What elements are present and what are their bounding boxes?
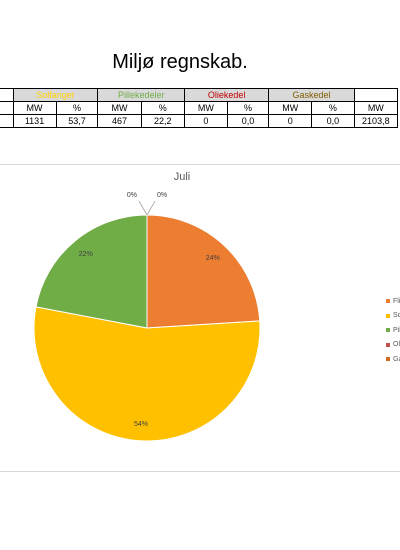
table-value-row: 1131 53,7 467 22,2 0 0,0 0 0,0 2103,8 — [0, 114, 399, 128]
legend-label: Fli — [393, 297, 400, 305]
legend-swatch — [386, 342, 390, 347]
legend-swatch — [386, 357, 390, 362]
table-row-marker — [0, 114, 14, 128]
pie-slice-pillekedeler — [35, 214, 148, 329]
sub-header-cell: MW — [183, 101, 228, 115]
value-cell: 467 — [97, 114, 142, 128]
value-cell: 0,0 — [311, 114, 355, 128]
value-cell: 0 — [183, 114, 228, 128]
legend-label: Ol — [393, 341, 400, 349]
sub-header-cell: MW — [12, 101, 57, 115]
value-cell: 1131 — [12, 114, 57, 128]
group-header-oliekedel: Oliekedel — [183, 88, 270, 102]
page-title: Miljø regnskab. — [112, 51, 248, 73]
pie-chart: 24% 54% 22% 0% 0% — [33, 192, 261, 442]
legend-label: Pil — [393, 326, 400, 334]
chart-title: Juli — [173, 171, 191, 183]
value-cell: 2103,8 — [353, 114, 399, 128]
legend-item-pillekedeler: Pil — [386, 323, 400, 338]
legend-swatch — [386, 299, 390, 304]
pie-slice-solfanger — [33, 306, 261, 442]
legend-item-gaskedel: Ga — [386, 352, 400, 367]
value-cell: 0 — [268, 114, 313, 128]
value-cell: 53,7 — [55, 114, 99, 128]
table-corner-cell — [0, 88, 14, 102]
legend-item-solfanger: So — [386, 309, 400, 324]
group-header-solfanger: Solfanger — [12, 88, 99, 102]
sub-header-cell: % — [55, 101, 99, 115]
legend-item-flis: Fli — [386, 294, 400, 309]
data-label-solfanger: 54% — [134, 421, 148, 428]
chart-area: Juli 24% 54% 22% 0% 0% Fli So Pil Ol Ga — [0, 164, 400, 472]
value-cell: 22,2 — [140, 114, 185, 128]
chart-legend: Fli So Pil Ol Ga — [386, 294, 400, 367]
table-row-marker — [0, 101, 14, 115]
leader-line-oliekedel — [138, 200, 148, 216]
sub-header-cell: % — [311, 101, 355, 115]
leader-line-gaskedel — [146, 200, 156, 216]
group-header-blank — [353, 88, 399, 102]
legend-swatch — [386, 313, 390, 318]
data-label-pillekedeler: 22% — [79, 251, 93, 258]
group-header-pillekedeler: Pillekedeler — [97, 88, 185, 102]
legend-swatch — [386, 328, 390, 333]
legend-label: So — [393, 312, 400, 320]
sub-header-cell: MW — [353, 101, 399, 115]
group-header-gaskedel: Gaskedel — [268, 88, 355, 102]
legend-item-oliekedel: Ol — [386, 338, 400, 353]
sub-header-cell: MW — [268, 101, 313, 115]
sub-header-cell: MW — [97, 101, 142, 115]
pie-slice-flis — [146, 214, 261, 329]
legend-label: Ga — [393, 355, 400, 363]
table-subheader-row: MW % MW % MW % MW % MW — [0, 101, 399, 115]
sub-header-cell: % — [140, 101, 185, 115]
data-label-gaskedel: 0% — [157, 192, 167, 199]
energy-table: Solfanger Pillekedeler Oliekedel Gaskede… — [0, 88, 399, 128]
sub-header-cell: % — [226, 101, 270, 115]
data-label-flis: 24% — [206, 255, 220, 262]
data-label-oliekedel: 0% — [127, 192, 137, 199]
value-cell: 0,0 — [226, 114, 270, 128]
table-group-row: Solfanger Pillekedeler Oliekedel Gaskede… — [0, 88, 399, 102]
